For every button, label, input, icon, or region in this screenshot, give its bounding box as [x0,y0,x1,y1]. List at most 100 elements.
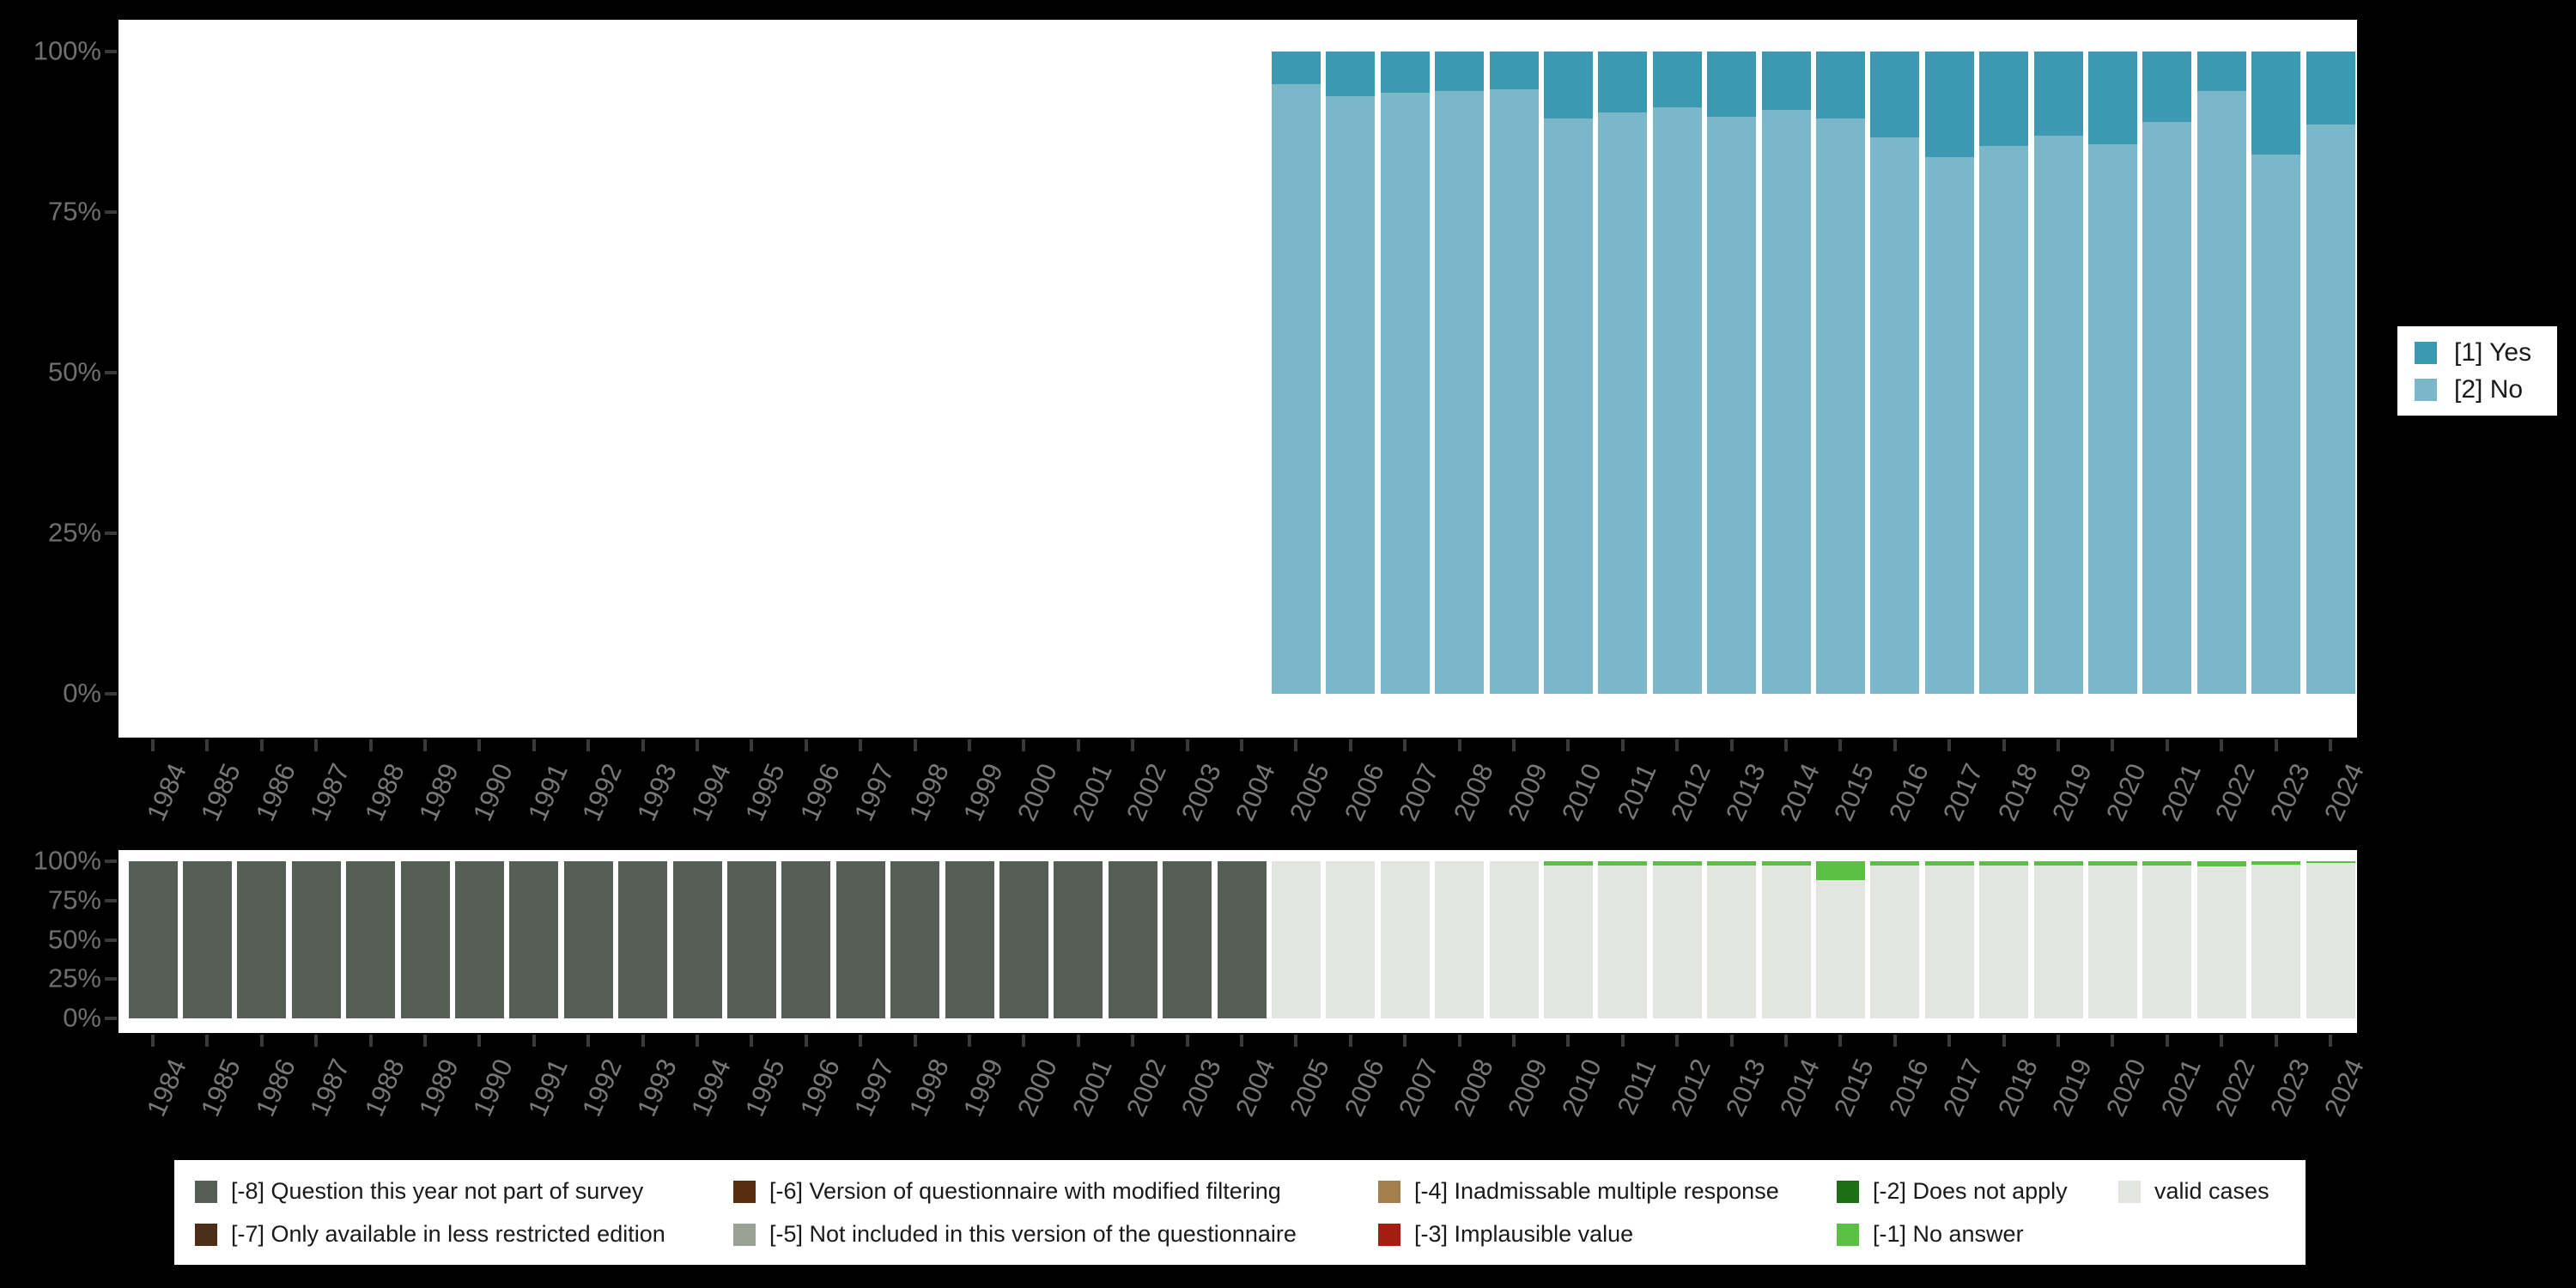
missing-legend-label: [-3] Implausible value [1414,1221,1634,1247]
answers-y-axis-ytick-mark [105,50,117,53]
missing-legend-entry: [-8] Question this year not part of surv… [195,1178,643,1205]
missing-x-axis-xtick-mark [314,1035,319,1047]
answers-x-axis-year-label-2006: 2006 [1338,759,1390,826]
bar-segment-missing-series-2 [454,861,504,1018]
answers-x-axis-year-label-1998: 1998 [902,759,955,826]
bar-segment-missing-series-1 [1761,865,1811,1018]
missing-bar-2022 [2196,861,2246,1018]
bar-segment-missing-series-0 [2196,861,2246,866]
answers-y-axis-ytick-mark [105,532,117,535]
missing-legend-label: [-4] Inadmissable multiple response [1414,1178,1779,1204]
answers-x-axis-year-label-1987: 1987 [304,759,356,826]
missing-x-axis-year-label-2021: 2021 [2154,1054,2207,1121]
missing-legend-swatch [1837,1180,1859,1203]
missing-y-axis-ytick-label: 50% [47,923,101,954]
missing-x-axis-xtick-mark [151,1035,155,1047]
missing-x-axis-year-label-2009: 2009 [1501,1054,1553,1121]
missing-bar-2018 [1979,861,2029,1018]
answers-bar-2007 [1380,52,1430,694]
missing-x-axis-year-label-2023: 2023 [2263,1054,2316,1121]
missing-bar-1985 [182,861,232,1018]
missing-x-axis-xtick-mark [859,1035,863,1047]
answers-x-axis-xtick-mark [1403,739,1407,751]
answers-x-axis-year-label-1992: 1992 [576,759,629,826]
answers-x-axis-xtick-mark [750,739,754,751]
answers-x-axis-year-label-2003: 2003 [1175,759,1227,826]
bar-segment-answers-series-1 [1489,89,1539,694]
bar-segment-answers-series-1 [1598,112,1648,694]
missing-x-axis-xtick-mark [641,1035,645,1047]
missing-x-axis-year-label-2004: 2004 [1229,1054,1281,1121]
answers-x-axis-xtick-mark [1185,739,1189,751]
bar-segment-answers-series-1 [2251,154,2301,694]
missing-x-axis-xtick-mark [1076,1035,1080,1047]
answers-x-axis-year-label-2002: 2002 [1121,759,1173,826]
answers-x-axis-xtick-mark [1729,739,1734,751]
answers-bar-2006 [1326,52,1376,694]
missing-x-axis-xtick-mark [368,1035,373,1047]
missing-x-axis-xtick-mark [1893,1035,1897,1047]
missing-x-axis-year-label-1992: 1992 [576,1054,629,1121]
missing-bar-2014 [1761,861,1811,1018]
missing-x-axis-year-label-2001: 2001 [1066,1054,1118,1121]
bar-segment-missing-series-2 [890,861,940,1018]
missing-x-axis-xtick-mark [2220,1035,2224,1047]
answers-x-axis-xtick-mark [1294,739,1298,751]
bar-segment-missing-series-2 [672,861,722,1018]
missing-x-axis-year-label-2007: 2007 [1393,1054,1445,1121]
missing-x-axis-xtick-mark [968,1035,971,1047]
bar-segment-answers-series-0 [1924,52,1974,158]
missing-legend-entry: valid cases [2118,1178,2269,1205]
answers-x-axis-xtick-mark [205,739,210,751]
missing-bar-1996 [781,861,831,1018]
bar-segment-missing-series-1 [1380,861,1430,1018]
missing-legend-entry: [-1] No answer [1837,1221,2024,1248]
answers-bar-2008 [1435,52,1485,694]
bar-segment-answers-series-1 [1979,145,2029,694]
missing-x-axis-xtick-mark [2274,1035,2278,1047]
answers-x-axis-xtick-mark [859,739,863,751]
bar-segment-missing-series-2 [1054,861,1103,1018]
bar-segment-missing-series-1 [2306,863,2355,1018]
bar-segment-answers-series-1 [2196,91,2246,694]
bar-segment-missing-series-0 [1924,861,1974,866]
missing-legend-label: valid cases [2154,1178,2269,1204]
answers-chart-legend: [1] Yes [2] No [2397,326,2557,416]
bar-segment-missing-series-1 [1598,865,1648,1018]
bar-segment-missing-series-2 [1217,861,1267,1018]
bar-segment-missing-series-1 [2196,866,2246,1018]
bar-segment-missing-series-0 [1543,861,1593,866]
answers-x-axis-xtick-mark [368,739,373,751]
answers-x-axis-xtick-mark [804,739,808,751]
bar-segment-missing-series-2 [1108,861,1157,1018]
bar-segment-missing-series-1 [1979,865,2029,1018]
missing-bar-1995 [726,861,776,1018]
missing-x-axis-year-label-2011: 2011 [1611,1054,1662,1120]
answers-x-axis-year-label-2007: 2007 [1393,759,1445,826]
missing-x-axis-year-label-1993: 1993 [630,1054,683,1121]
answers-x-axis-xtick-mark [1566,739,1571,751]
bar-segment-missing-series-1 [1543,865,1593,1018]
bar-segment-answers-series-0 [2087,52,2137,145]
bar-segment-answers-series-0 [1652,52,1702,108]
missing-bar-1989 [400,861,450,1018]
answers-x-axis-year-label-2024: 2024 [2318,759,2370,826]
answers-bar-2018 [1979,52,2029,694]
missing-x-axis-xtick-mark [423,1035,427,1047]
missing-bar-2002 [1108,861,1157,1018]
missing-x-axis-year-label-2019: 2019 [2045,1054,2098,1121]
answers-x-axis-year-label-1985: 1985 [195,759,247,826]
bar-segment-answers-series-0 [1271,52,1321,85]
answers-bar-2022 [2196,52,2246,694]
answers-x-axis-xtick-mark [1076,739,1080,751]
answers-x-axis-year-label-1994: 1994 [684,759,737,826]
answers-bar-2011 [1598,52,1648,694]
legend-entry-1: [2] No [2415,375,2557,404]
missing-legend-swatch [195,1180,217,1203]
missing-x-axis-year-label-2020: 2020 [2100,1054,2153,1121]
missing-bar-2008 [1435,861,1485,1018]
missing-bar-2005 [1271,861,1321,1018]
answers-x-axis-year-label-1984: 1984 [140,759,192,826]
answers-x-axis-year-label-1989: 1989 [412,759,465,826]
answers-bar-2020 [2087,52,2137,694]
